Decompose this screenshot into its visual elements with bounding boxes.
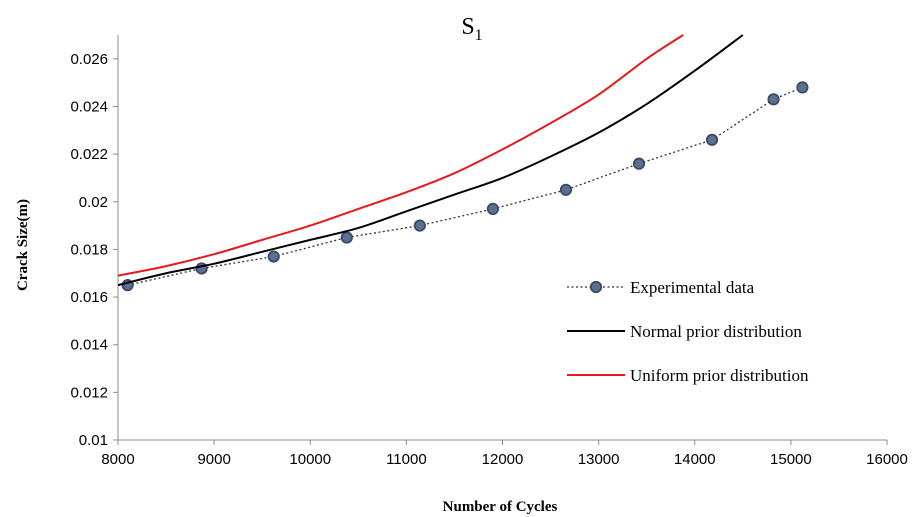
x-tick-label: 9000 — [197, 451, 230, 468]
data-point-experimental-data — [413, 219, 426, 232]
legend-label: Uniform prior distribution — [630, 366, 809, 385]
y-tick-label: 0.018 — [70, 241, 108, 258]
y-tick-label: 0.026 — [70, 51, 108, 68]
x-tick-label: 8000 — [101, 451, 134, 468]
y-axis-title: Crack Size(m) — [15, 199, 31, 291]
legend-swatch-marker — [589, 280, 603, 294]
y-tick-label: 0.01 — [79, 432, 108, 449]
x-tick-label: 11000 — [386, 451, 427, 468]
series-line-uniform-prior-distribution — [118, 34, 684, 277]
chart-title: S1 — [461, 14, 482, 44]
x-tick-label: 15000 — [770, 451, 812, 468]
x-axis-title: Number of Cycles — [443, 499, 558, 515]
chart-title-subscript: 1 — [475, 27, 483, 44]
series-line-experimental-data — [127, 86, 803, 286]
legend-item-uniform-prior-distribution: Uniform prior distribution — [567, 366, 809, 385]
svg-text:S1: S1 — [461, 14, 482, 44]
data-point-experimental-data — [796, 81, 809, 94]
series-layer — [118, 34, 809, 292]
legend-label: Normal prior distribution — [630, 322, 802, 341]
data-point-experimental-data — [486, 202, 499, 216]
x-tick-label: 10000 — [289, 451, 331, 468]
legend-item-experimental-data: Experimental data — [567, 278, 755, 297]
y-tick-label: 0.012 — [70, 384, 108, 401]
y-tick-label: 0.02 — [79, 194, 108, 211]
data-point-experimental-data — [632, 157, 646, 170]
data-point-experimental-data — [767, 93, 780, 106]
data-point-experimental-data — [340, 231, 353, 244]
x-tick-label: 16000 — [866, 451, 908, 468]
legend-label: Experimental data — [630, 278, 755, 297]
data-point-experimental-data — [267, 250, 280, 263]
legend-item-normal-prior-distribution: Normal prior distribution — [567, 322, 802, 341]
data-point-experimental-data — [559, 183, 573, 196]
x-tick-label: 12000 — [482, 451, 524, 468]
chart-title-main: S — [461, 14, 474, 40]
y-tick-label: 0.022 — [70, 146, 108, 163]
ticks-layer: 8000 9000 10000 11000 12000 13000 14000 15000 16… — [70, 51, 907, 468]
y-tick-label: 0.014 — [70, 337, 108, 354]
x-tick-label: 13000 — [578, 451, 620, 468]
legend: Experimental data Normal prior distributi… — [567, 278, 809, 385]
series-line-normal-prior-distribution — [118, 34, 744, 287]
x-tick-label: 14000 — [674, 451, 716, 468]
y-tick-label: 0.016 — [70, 289, 108, 306]
data-point-experimental-data — [705, 133, 719, 146]
y-tick-label: 0.024 — [70, 98, 108, 115]
